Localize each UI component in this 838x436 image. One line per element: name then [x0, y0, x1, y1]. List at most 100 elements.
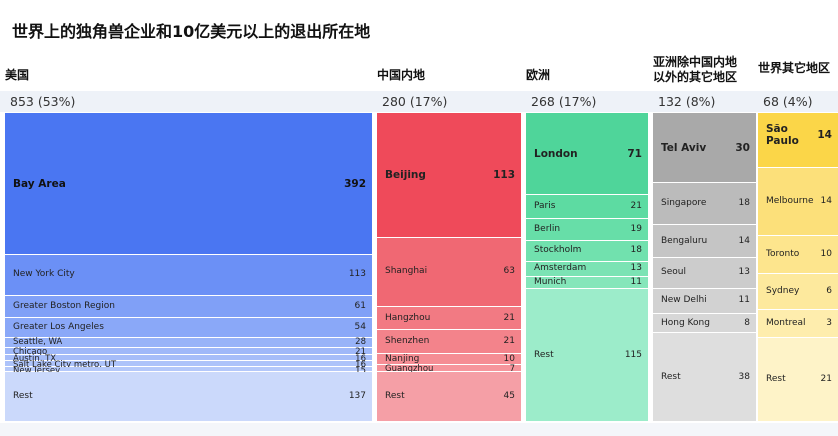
- cell-value: 15: [355, 365, 366, 376]
- treemap-cell: Hangzhou 21: [377, 307, 521, 331]
- totals-band: [0, 91, 838, 112]
- cell-label: Shanghai: [385, 266, 428, 277]
- cell-value: 115: [624, 349, 642, 360]
- cell-label: London: [534, 147, 578, 160]
- treemap-cell: Rest 137: [5, 372, 372, 422]
- region-name: 美国: [5, 68, 30, 82]
- treemap-cell: Montreal 3: [758, 310, 838, 338]
- treemap-cell: Melbourne 14: [758, 168, 838, 236]
- cell-label: Sydney: [766, 286, 800, 296]
- treemap-cell: Singapore 18: [653, 183, 756, 226]
- treemap-cell: São Paulo 14: [758, 113, 838, 168]
- treemap-cell: Shenzhen 21: [377, 330, 521, 354]
- cell-label: São Paulo: [766, 123, 799, 147]
- cell-label: Greater Los Angeles: [13, 321, 104, 332]
- region-total: 280 (17%): [382, 94, 448, 109]
- treemap-cell: Rest 45: [377, 372, 521, 422]
- treemap-cell: Austin, TX 16: [5, 354, 372, 365]
- treemap-cell: Sydney 6: [758, 274, 838, 310]
- region-name: 世界其它地区: [758, 61, 831, 75]
- region-total: 268 (17%): [531, 94, 597, 109]
- cell-value: 16: [355, 354, 366, 365]
- cell-label: New Delhi: [661, 295, 707, 306]
- treemap-cell: Berlin 19: [526, 219, 648, 241]
- cell-label: Melbourne: [766, 196, 814, 206]
- cell-label: Guangzhou: [385, 363, 434, 374]
- cell-label: Bay Area: [13, 178, 66, 190]
- cell-value: 30: [735, 142, 750, 155]
- cell-value: 21: [503, 335, 515, 346]
- cell-label: New Jersey: [13, 365, 61, 376]
- treemap-cell: Greater Los Angeles 54: [5, 318, 372, 338]
- treemap-cell: Bay Area 392: [5, 113, 372, 255]
- cell-label: Rest: [534, 349, 554, 360]
- cell-label: Nanjing: [385, 353, 420, 364]
- cell-value: 21: [630, 200, 642, 211]
- cell-value: 3: [826, 318, 832, 328]
- treemap-cell: Rest 115: [526, 289, 648, 422]
- cell-value: 13: [630, 263, 642, 274]
- cell-value: 16: [355, 360, 366, 371]
- cell-value: 54: [354, 321, 366, 332]
- cell-label: Hong Kong: [661, 317, 710, 328]
- treemap-cell: Guangzhou 7: [377, 363, 521, 374]
- cell-value: 8: [744, 317, 750, 328]
- cell-label: Rest: [385, 391, 405, 402]
- cell-label: Singapore: [661, 198, 707, 209]
- treemap-cell: Beijing 113: [377, 113, 521, 238]
- cell-label: Munich: [534, 277, 567, 288]
- cell-label: Tel Aviv: [661, 142, 707, 155]
- cell-value: 7: [509, 363, 515, 374]
- cell-label: Toronto: [766, 249, 800, 259]
- treemap-cell: Tel Aviv 30: [653, 113, 756, 184]
- cell-label: Berlin: [534, 224, 561, 235]
- treemap-cell: Paris 21: [526, 194, 648, 220]
- cell-value: 137: [348, 391, 366, 402]
- cell-value: 13: [738, 267, 750, 278]
- treemap-cell: Bengaluru 14: [653, 225, 756, 259]
- cell-value: 14: [738, 235, 750, 246]
- cell-value: 45: [503, 391, 515, 402]
- treemap-cell: New Jersey 15: [5, 366, 372, 376]
- region-name: 欧洲: [526, 68, 551, 82]
- treemap-cell: Salt Lake City metro, UT 16: [5, 360, 372, 371]
- cell-value: 10: [820, 249, 832, 259]
- chart-title: 世界上的独角兽企业和10亿美元以上的退出所在地: [12, 22, 371, 41]
- treemap-cell: Chicago 21: [5, 346, 372, 357]
- cell-label: Amsterdam: [534, 263, 587, 274]
- cell-label: Beijing: [385, 169, 426, 182]
- cell-label: Bengaluru: [661, 235, 708, 246]
- bottom-band: [0, 423, 838, 436]
- treemap-cell: New Delhi 11: [653, 288, 756, 315]
- cell-value: 21: [503, 312, 515, 323]
- cell-value: 14: [817, 129, 832, 141]
- treemap-cell: Rest 38: [653, 333, 756, 422]
- cell-value: 21: [820, 374, 832, 384]
- region-total: 132 (8%): [658, 94, 716, 109]
- treemap-cell: Shanghai 63: [377, 237, 521, 308]
- cell-label: Hangzhou: [385, 312, 431, 323]
- treemap-cell: Nanjing 10: [377, 353, 521, 365]
- cell-label: Montreal: [766, 318, 806, 328]
- cell-value: 21: [355, 346, 366, 357]
- treemap-cell: New York City 113: [5, 255, 372, 296]
- cell-label: Austin, TX: [13, 354, 57, 365]
- cell-label: Shenzhen: [385, 335, 430, 346]
- cell-label: Rest: [766, 374, 786, 384]
- treemap-cell: Rest 21: [758, 338, 838, 422]
- cell-label: Seattle, WA: [13, 336, 63, 347]
- cell-value: 113: [348, 269, 366, 280]
- treemap-cell: London 71: [526, 113, 648, 195]
- treemap-cell: Stockholm 18: [526, 240, 648, 262]
- treemap-cell: Munich 11: [526, 276, 648, 290]
- region-total: 68 (4%): [763, 94, 813, 109]
- treemap-cell: Amsterdam 13: [526, 261, 648, 277]
- cell-value: 6: [826, 286, 832, 296]
- cell-value: 18: [630, 245, 642, 256]
- cell-label: Salt Lake City metro, UT: [13, 360, 117, 371]
- cell-value: 38: [738, 371, 750, 382]
- cell-value: 19: [630, 224, 642, 235]
- region-name: 亚洲除中国内地以外的其它地区: [653, 55, 738, 84]
- region-total: 853 (53%): [10, 94, 76, 109]
- cell-label: Seoul: [661, 267, 686, 278]
